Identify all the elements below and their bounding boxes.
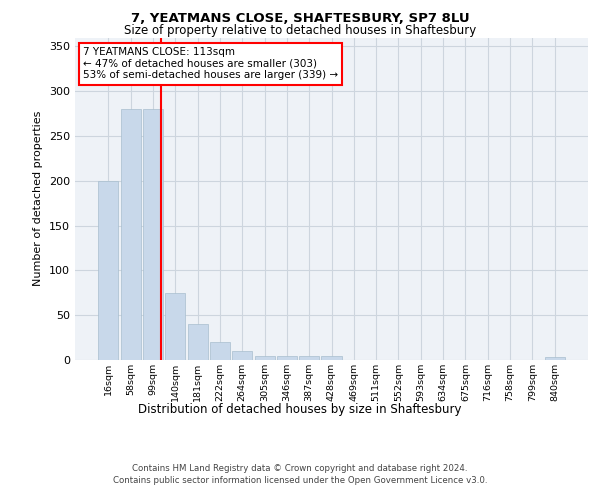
Y-axis label: Number of detached properties: Number of detached properties — [34, 111, 43, 286]
Bar — [299, 356, 319, 360]
Bar — [322, 356, 341, 360]
Text: Contains HM Land Registry data © Crown copyright and database right 2024.: Contains HM Land Registry data © Crown c… — [132, 464, 468, 473]
Bar — [188, 324, 208, 360]
Bar — [121, 109, 141, 360]
Bar — [254, 356, 275, 360]
Bar — [98, 181, 118, 360]
Text: Size of property relative to detached houses in Shaftesbury: Size of property relative to detached ho… — [124, 24, 476, 37]
Text: Contains public sector information licensed under the Open Government Licence v3: Contains public sector information licen… — [113, 476, 487, 485]
Text: 7, YEATMANS CLOSE, SHAFTESBURY, SP7 8LU: 7, YEATMANS CLOSE, SHAFTESBURY, SP7 8LU — [131, 12, 469, 26]
Bar — [545, 358, 565, 360]
Text: 7 YEATMANS CLOSE: 113sqm
← 47% of detached houses are smaller (303)
53% of semi-: 7 YEATMANS CLOSE: 113sqm ← 47% of detach… — [83, 47, 338, 80]
Bar — [277, 356, 297, 360]
Bar — [232, 351, 252, 360]
Bar — [210, 342, 230, 360]
Bar — [165, 293, 185, 360]
Bar — [143, 109, 163, 360]
Text: Distribution of detached houses by size in Shaftesbury: Distribution of detached houses by size … — [138, 402, 462, 415]
